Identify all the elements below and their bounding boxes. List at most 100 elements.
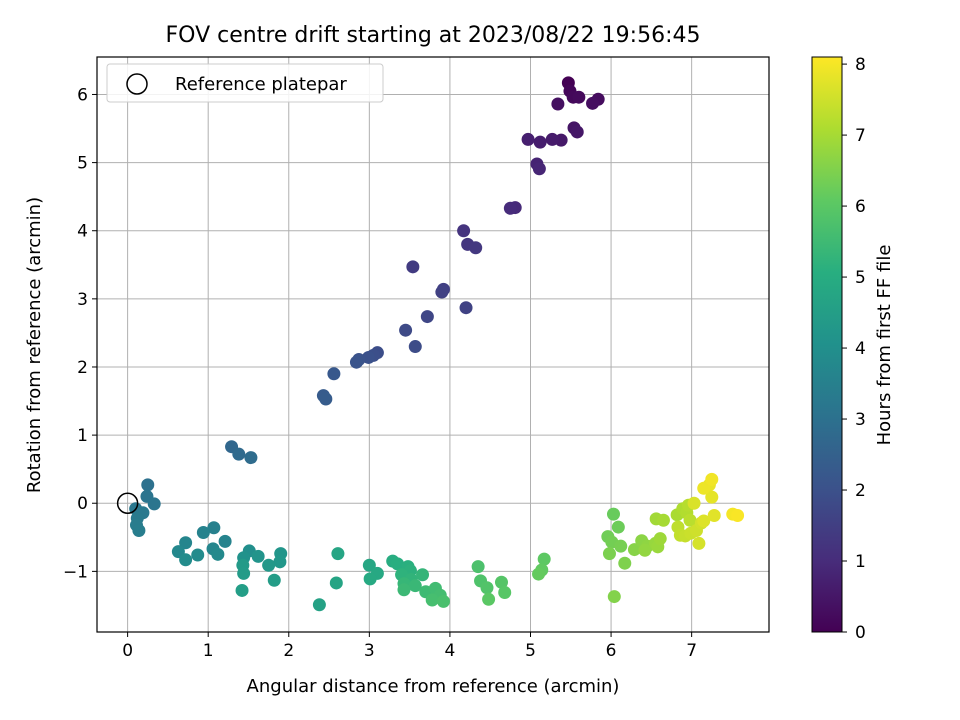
reference-platepar-marker <box>116 492 139 514</box>
data-point <box>349 355 363 369</box>
data-point <box>469 241 483 255</box>
legend-box <box>106 63 384 103</box>
data-point <box>606 507 620 521</box>
data-point <box>406 260 420 274</box>
data-point <box>147 497 161 511</box>
data-point <box>191 548 205 562</box>
x-tick-label: 4 <box>445 641 456 661</box>
x-tick-label: 0 <box>122 641 133 661</box>
data-point <box>425 593 439 607</box>
colorbar-tick-label: 0 <box>855 623 866 643</box>
data-point <box>267 573 281 587</box>
y-tick-label: 0 <box>77 494 88 514</box>
y-tick-label: −1 <box>63 562 88 582</box>
legend-reference-marker-icon <box>126 73 148 95</box>
data-point <box>570 125 584 139</box>
data-point <box>329 576 343 590</box>
data-point <box>697 481 711 495</box>
data-point <box>494 575 508 589</box>
data-point <box>179 536 193 550</box>
data-point <box>457 224 471 238</box>
data-point <box>618 556 632 570</box>
colorbar-tick-label: 6 <box>855 197 866 217</box>
data-point <box>235 583 249 597</box>
y-tick-label: 4 <box>77 222 88 242</box>
data-point <box>586 96 600 110</box>
axes: 0 1 2 3 4 5 6 7 −1 0 1 2 3 4 5 6 <box>63 56 770 661</box>
data-point <box>331 547 345 561</box>
data-point <box>416 568 430 582</box>
data-point <box>572 90 586 104</box>
data-point <box>532 567 546 581</box>
legend-entry-reference: Reference platepar <box>175 74 347 95</box>
y-tick-label: 5 <box>77 154 88 174</box>
data-point <box>521 132 535 146</box>
data-point <box>132 523 146 537</box>
data-point <box>532 162 546 176</box>
colorbar-tick-label: 7 <box>855 126 866 146</box>
data-point <box>408 579 422 593</box>
y-tick-label: 3 <box>77 290 88 310</box>
data-point <box>471 560 485 574</box>
colorbar: 0 1 2 3 4 5 6 7 8 Hours from first FF file <box>811 55 895 643</box>
data-point <box>196 526 210 540</box>
y-tick-label: 1 <box>77 426 88 446</box>
data-point <box>420 310 434 324</box>
data-point <box>397 583 411 597</box>
data-point <box>707 509 721 523</box>
data-point <box>731 509 745 523</box>
data-point <box>611 520 625 534</box>
data-point <box>705 472 719 486</box>
chart-title: FOV centre drift starting at 2023/08/22 … <box>166 23 701 48</box>
colorbar-tick-label: 1 <box>855 552 866 572</box>
data-point <box>614 539 628 553</box>
colorbar-tick-label: 3 <box>855 410 866 430</box>
data-point <box>391 557 405 571</box>
data-point <box>319 392 333 406</box>
data-point <box>262 558 276 572</box>
data-point <box>607 590 621 604</box>
x-tick-label: 7 <box>686 641 697 661</box>
colorbar-tick-label: 8 <box>855 55 866 75</box>
legend: Reference platepar <box>106 63 384 103</box>
data-point <box>436 594 450 608</box>
data-point <box>653 532 667 546</box>
x-tick-label: 5 <box>525 641 536 661</box>
data-point <box>399 323 413 337</box>
data-point <box>545 132 559 146</box>
colorbar-ticks: 0 1 2 3 4 5 6 7 8 <box>842 55 866 643</box>
data-point <box>498 585 512 599</box>
data-point <box>312 598 326 612</box>
data-point <box>362 350 376 364</box>
x-axis-label: Angular distance from reference (arcmin) <box>247 676 620 697</box>
data-point <box>480 581 494 595</box>
y-tick-label: 2 <box>77 358 88 378</box>
data-point <box>683 513 697 527</box>
data-point <box>327 367 341 381</box>
x-tick-label: 3 <box>364 641 375 661</box>
data-point <box>692 536 706 550</box>
data-point <box>237 566 251 580</box>
colorbar-label: Hours from first FF file <box>874 245 895 446</box>
data-points <box>116 76 745 612</box>
data-point <box>232 447 246 461</box>
data-point <box>482 592 496 606</box>
x-tick-label: 1 <box>203 641 214 661</box>
x-tick-label: 6 <box>606 641 617 661</box>
y-tick-label: 6 <box>77 85 88 105</box>
y-axis-label: Rotation from reference (arcmin) <box>24 197 45 493</box>
grid <box>97 57 769 632</box>
data-point <box>602 547 616 561</box>
data-point <box>687 496 701 510</box>
data-point <box>551 97 565 111</box>
data-point <box>638 543 652 557</box>
data-point <box>362 558 376 572</box>
data-point <box>705 490 719 504</box>
data-point <box>207 521 221 535</box>
colorbar-gradient <box>811 56 843 633</box>
data-point <box>408 340 422 354</box>
data-point <box>251 549 265 563</box>
data-point <box>179 553 193 567</box>
data-point <box>211 547 225 561</box>
